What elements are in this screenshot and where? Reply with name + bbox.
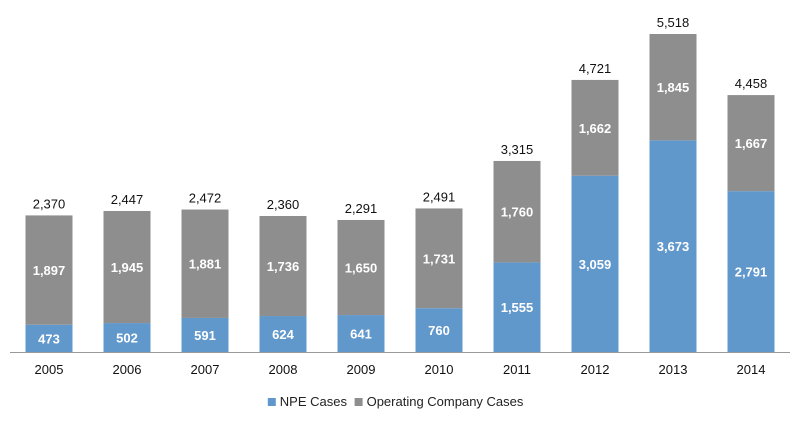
label-npe-2006: 502 [116, 331, 138, 346]
label-npe-2014: 2,791 [735, 265, 768, 280]
label-operating-2013: 1,845 [657, 80, 690, 95]
label-operating-2005: 1,897 [33, 263, 66, 278]
x-tick-2013: 2013 [659, 362, 688, 377]
x-tick-2011: 2011 [503, 362, 531, 377]
label-operating-2012: 1,662 [579, 121, 612, 136]
label-operating-2014: 1,667 [735, 136, 768, 151]
x-tick-labels: 2005 2006 2007 2008 2009 2010 2011 2012 2013 2014 [35, 362, 766, 377]
label-operating-2010: 1,731 [423, 251, 456, 266]
total-label-2005: 2,370 [33, 196, 66, 211]
total-label-2009: 2,291 [345, 201, 378, 216]
label-npe-2012: 3,059 [579, 257, 612, 272]
label-npe-2005: 473 [38, 331, 60, 346]
x-tick-2009: 2009 [347, 362, 376, 377]
total-label-2011: 3,315 [501, 142, 534, 157]
label-npe-2008: 624 [272, 327, 294, 342]
x-tick-2005: 2005 [35, 362, 64, 377]
x-tick-2012: 2012 [581, 362, 610, 377]
label-npe-2010: 760 [428, 323, 450, 338]
total-label-2008: 2,360 [267, 197, 300, 212]
legend-swatch-operating [355, 398, 363, 406]
label-npe-2009: 641 [350, 327, 372, 342]
label-npe-2007: 591 [194, 328, 216, 343]
total-label-2014: 4,458 [735, 76, 768, 91]
total-label-2013: 5,518 [657, 15, 690, 30]
label-operating-2008: 1,736 [267, 259, 300, 274]
x-tick-2010: 2010 [425, 362, 454, 377]
label-npe-2011: 1,555 [501, 300, 534, 315]
label-operating-2007: 1,881 [189, 257, 222, 272]
label-npe-2013: 3,673 [657, 239, 690, 254]
label-operating-2009: 1,650 [345, 261, 378, 276]
x-tick-2006: 2006 [113, 362, 142, 377]
total-label-2007: 2,472 [189, 191, 222, 206]
total-label-2010: 2,491 [423, 189, 456, 204]
total-label-2012: 4,721 [579, 61, 612, 76]
legend-swatch-npe [268, 398, 276, 406]
legend: NPE Cases Operating Company Cases [268, 394, 524, 409]
label-operating-2011: 1,760 [501, 205, 534, 220]
x-tick-2014: 2014 [737, 362, 766, 377]
bars-layer: 473 1,897 2,370 502 1,945 2,447 591 1,881 2,472 6… [26, 15, 775, 352]
x-tick-2008: 2008 [269, 362, 298, 377]
legend-label-npe: NPE Cases [280, 394, 348, 409]
legend-label-operating: Operating Company Cases [367, 394, 524, 409]
total-label-2006: 2,447 [111, 192, 144, 207]
label-operating-2006: 1,945 [111, 260, 144, 275]
x-tick-2007: 2007 [191, 362, 220, 377]
